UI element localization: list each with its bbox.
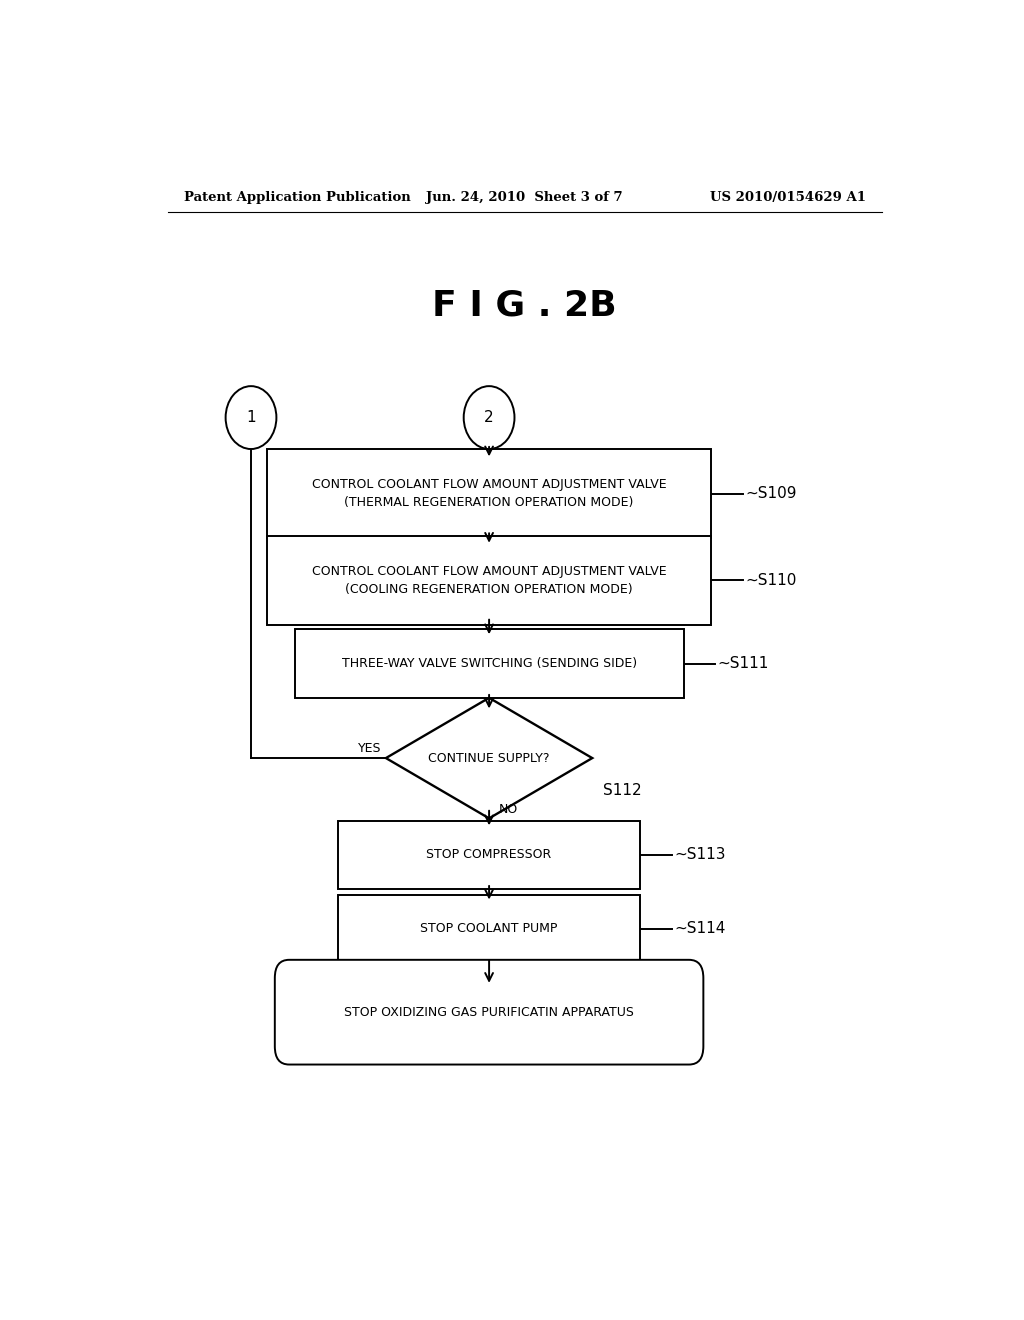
Text: 1: 1 — [246, 411, 256, 425]
Text: S112: S112 — [602, 783, 641, 799]
Text: YES: YES — [358, 742, 382, 755]
Text: STOP COOLANT PUMP: STOP COOLANT PUMP — [421, 923, 558, 936]
Text: CONTROL COOLANT FLOW AMOUNT ADJUSTMENT VALVE: CONTROL COOLANT FLOW AMOUNT ADJUSTMENT V… — [311, 565, 667, 578]
Text: ~S109: ~S109 — [745, 486, 797, 502]
Text: ~S110: ~S110 — [745, 573, 797, 587]
Text: NO: NO — [499, 804, 518, 816]
Text: CONTINUE SUPPLY?: CONTINUE SUPPLY? — [428, 751, 550, 764]
Text: Patent Application Publication: Patent Application Publication — [183, 190, 411, 203]
Polygon shape — [386, 698, 592, 818]
Bar — [295, 630, 684, 697]
FancyBboxPatch shape — [274, 960, 703, 1064]
Ellipse shape — [225, 387, 276, 449]
Bar — [338, 895, 640, 962]
Text: THREE-WAY VALVE SWITCHING (SENDING SIDE): THREE-WAY VALVE SWITCHING (SENDING SIDE) — [342, 657, 637, 671]
Text: ~S111: ~S111 — [718, 656, 769, 671]
Text: CONTROL COOLANT FLOW AMOUNT ADJUSTMENT VALVE: CONTROL COOLANT FLOW AMOUNT ADJUSTMENT V… — [311, 478, 667, 491]
Text: 2: 2 — [484, 411, 494, 425]
Text: Jun. 24, 2010  Sheet 3 of 7: Jun. 24, 2010 Sheet 3 of 7 — [426, 190, 624, 203]
Bar — [267, 449, 712, 539]
Bar — [338, 821, 640, 888]
Text: (COOLING REGENERATION OPERATION MODE): (COOLING REGENERATION OPERATION MODE) — [345, 582, 633, 595]
Bar — [267, 536, 712, 624]
Text: US 2010/0154629 A1: US 2010/0154629 A1 — [710, 190, 866, 203]
Text: ~S113: ~S113 — [674, 847, 725, 862]
Ellipse shape — [464, 387, 514, 449]
Text: STOP OXIDIZING GAS PURIFICATIN APPARATUS: STOP OXIDIZING GAS PURIFICATIN APPARATUS — [344, 1006, 634, 1019]
Text: (THERMAL REGENERATION OPERATION MODE): (THERMAL REGENERATION OPERATION MODE) — [344, 496, 634, 510]
Text: F I G . 2B: F I G . 2B — [432, 289, 617, 323]
Text: ~S114: ~S114 — [674, 921, 725, 936]
Text: STOP COMPRESSOR: STOP COMPRESSOR — [426, 849, 552, 861]
